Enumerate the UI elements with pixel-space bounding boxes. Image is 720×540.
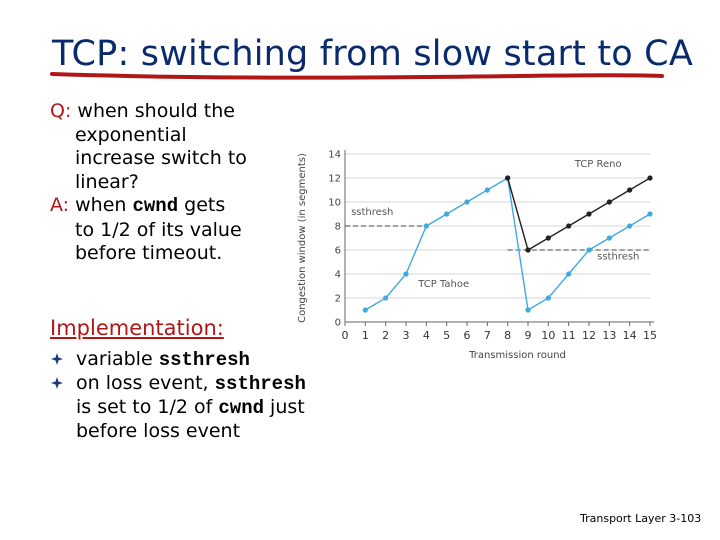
answer-text-post: gets — [184, 194, 226, 216]
y-tick-label: 0 — [335, 318, 341, 329]
y-tick-label: 10 — [328, 198, 341, 209]
x-tick-label: 10 — [541, 329, 555, 342]
bullet2-line2-post: just — [270, 396, 305, 418]
y-tick-label: 12 — [328, 174, 341, 185]
question-text-2: exponential — [75, 123, 187, 146]
answer-code: cwnd — [132, 195, 179, 217]
bullet2-line2-text: is set to 1/2 of — [76, 396, 213, 418]
x-tick-label: 15 — [643, 329, 657, 342]
question-text-3: increase switch to — [75, 147, 247, 169]
bullet2-line3-text: before loss event — [76, 420, 241, 442]
answer-line-1: A: when cwnd gets — [50, 194, 300, 219]
y-axis-label: Congestion window (in segments) — [297, 153, 308, 323]
diamond-bullet-icon — [51, 353, 63, 365]
x-tick-label: 11 — [562, 329, 576, 342]
diamond-bullet-icon — [51, 377, 63, 389]
series-line — [364, 176, 651, 312]
bullet-list: variable ssthresh on loss event, ssthres… — [50, 348, 350, 443]
y-tick-label: 2 — [335, 294, 341, 305]
data-point — [647, 175, 653, 181]
x-tick-label: 12 — [582, 329, 596, 342]
data-point — [545, 235, 551, 241]
data-point — [423, 223, 429, 229]
x-axis-label: Transmission round — [468, 350, 566, 361]
chart-annotation: TCP Tahoe — [417, 279, 469, 290]
data-point — [444, 211, 450, 217]
data-point — [545, 295, 551, 301]
y-tick-label: 4 — [335, 270, 341, 281]
x-tick-label: 0 — [342, 329, 349, 342]
data-point — [606, 199, 612, 205]
y-tick-label: 6 — [335, 246, 341, 257]
data-point — [464, 199, 470, 205]
data-point — [586, 211, 592, 217]
bullet1-code: ssthresh — [158, 349, 250, 371]
bullet-item-2: on loss event, ssthresh is set to 1/2 of… — [50, 372, 350, 443]
bullet1-text: variable — [76, 348, 153, 370]
answer-text-pre: when — [75, 194, 127, 216]
question-text-4: linear? — [75, 170, 139, 193]
x-tick-label: 14 — [623, 329, 637, 342]
title-underline — [50, 72, 664, 80]
x-tick-label: 3 — [403, 329, 410, 342]
question-line-1: Q: when should the — [50, 100, 300, 124]
data-point — [566, 223, 572, 229]
slide-title: TCP: switching from slow start to CA — [52, 34, 693, 74]
data-point — [525, 247, 531, 253]
x-tick-label: 5 — [443, 329, 450, 342]
x-tick-label: 4 — [423, 329, 430, 342]
chart-annotation: ssthresh — [597, 252, 639, 263]
data-point — [525, 307, 531, 313]
footer-page-label: Transport Layer 3-103 — [580, 512, 702, 525]
question-answer-block: Q: when should the exponential increase … — [50, 100, 300, 266]
y-tick-label: 14 — [328, 150, 341, 161]
implementation-heading: Implementation: — [50, 316, 224, 340]
x-tick-label: 1 — [362, 329, 369, 342]
bullet2-code: ssthresh — [214, 373, 306, 395]
y-tick-label: 8 — [335, 222, 341, 233]
bullet-item-1: variable ssthresh — [50, 348, 350, 372]
chart-annotation: ssthresh — [351, 207, 393, 218]
bullet2-text: on loss event, — [76, 372, 209, 394]
data-point — [403, 271, 409, 277]
data-point — [627, 187, 633, 193]
series-line — [506, 177, 651, 252]
data-point — [647, 211, 653, 217]
x-tick-label: 6 — [464, 329, 471, 342]
answer-text-3: before timeout. — [75, 242, 223, 264]
data-point — [484, 187, 490, 193]
data-point — [627, 223, 633, 229]
x-tick-label: 8 — [504, 329, 511, 342]
x-tick-label: 13 — [602, 329, 616, 342]
question-text-1: when should the — [77, 100, 235, 122]
chart-annotation: TCP Reno — [574, 159, 622, 170]
data-point — [383, 295, 389, 301]
data-point — [586, 247, 592, 253]
x-tick-label: 2 — [382, 329, 389, 342]
data-point — [362, 307, 368, 313]
x-tick-label: 7 — [484, 329, 491, 342]
question-label: Q: — [50, 100, 72, 122]
answer-text-2: to 1/2 of its value — [75, 218, 242, 241]
data-point — [505, 175, 511, 181]
data-point — [566, 271, 572, 277]
x-tick-label: 9 — [525, 329, 532, 342]
data-point — [606, 235, 612, 241]
bullet2-line2-code: cwnd — [218, 397, 264, 419]
answer-label: A: — [50, 194, 70, 216]
